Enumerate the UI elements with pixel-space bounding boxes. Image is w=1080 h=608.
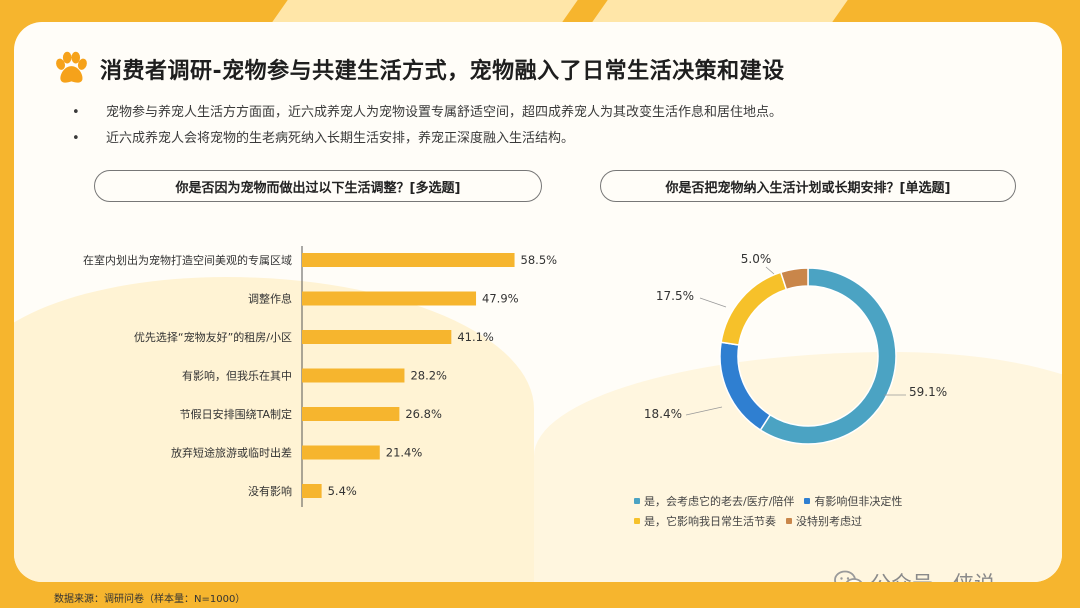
content-card: 消费者调研-宠物参与共建生活方式，宠物融入了日常生活决策和建设 • 宠物参与养宠人… [14,22,1062,582]
donut-value-label: 17.5% [656,289,694,303]
legend-label: 是，会考虑它的老去/医疗/陪伴 [644,495,795,508]
data-source: 数据来源：调研问卷（样本量：N=1000） [54,594,246,605]
bar-value-label: 47.9% [482,292,519,306]
donut-slice [759,267,897,445]
donut-leader-line [685,406,723,416]
header-decoration [272,0,578,22]
bar-category-label: 放弃短途旅游或临时出差 [171,446,292,460]
bar [302,484,322,498]
legend-label: 是，它影响我日常生活节奏 [644,515,776,528]
legend-swatch [804,498,811,504]
bullet-marker: • [72,131,80,146]
legend-swatch [786,518,792,524]
bar-category-label: 在室内划出为宠物打造空间美观的专属区域 [83,253,292,267]
bar [302,291,477,306]
bar [302,445,380,460]
bar-value-label: 26.8% [405,407,442,421]
bar-chart: 在室内划出为宠物打造空间美观的专属区域 58.5% 调整作息 47.9% 优先选择“宠物… [83,246,558,507]
bar-category-label: 节假日安排围绕TA制定 [180,407,292,421]
summary-bullets: • 宠物参与养宠人生活方方面面，近六成养宠人为宠物设置专属舒适空间，超四成养宠人为… [72,100,782,152]
bar-chart-question: 你是否因为宠物而做出过以下生活调整？[多选题] [94,170,542,202]
donut-chart-question: 你是否把宠物纳入生活计划或长期安排？[单选题] [600,170,1016,202]
bar [302,330,452,344]
bar-category-label: 优先选择“宠物友好”的租房/小区 [134,330,292,344]
donut-value-label: 18.4% [644,407,682,421]
bullet-marker: • [72,105,80,120]
bar-category-label: 没有影响 [248,484,292,498]
watermark-text: 公众号 · 侠说 [870,568,995,582]
legend-item: 没特别考虑过 [786,513,862,529]
bar-value-label: 58.5% [521,253,558,267]
legend-item: 有影响但非决定性 [804,493,902,509]
donut-value-label: 59.1% [909,385,947,399]
bullet-text: 宠物参与养宠人生活方方面面，近六成养宠人为宠物设置专属舒适空间，超四成养宠人为其… [106,105,783,120]
paw-icon [56,51,87,83]
legend-item: 是，它影响我日常生活节奏 [634,513,776,529]
bullet-text: 近六成养宠人会将宠物的生老病死纳入长期生活安排，养宠正深度融入生活结构。 [106,131,575,146]
wechat-icon [834,570,863,582]
page-title: 消费者调研-宠物参与共建生活方式，宠物融入了日常生活决策和建设 [100,59,785,84]
donut-slice [779,267,809,291]
legend-swatch [634,518,640,524]
watermark: 公众号 · 侠说 [834,568,995,582]
bar-value-label: 21.4% [386,446,423,460]
legend-label: 有影响但非决定性 [814,495,903,508]
bar [302,407,400,421]
bar-value-label: 41.1% [457,330,494,344]
title-row: 消费者调研-宠物参与共建生活方式，宠物融入了日常生活决策和建设 [52,50,785,88]
donut-slice [720,271,788,346]
bar-value-label: 5.4% [328,484,357,498]
donut-chart: 59.1% 18.4% 17.5% 5.0% [644,252,947,445]
background-wave [14,277,534,582]
donut-legend: 是，会考虑它的老去/医疗/陪伴 有影响但非决定性 是，它影响我日常生活节奏 没特… [634,491,934,531]
donut-value-label: 5.0% [741,252,772,266]
bullet-item: • 近六成养宠人会将宠物的生老病死纳入长期生活安排，养宠正深度融入生活结构。 [72,126,782,152]
legend-label: 没特别考虑过 [796,515,862,528]
background-wave [534,352,1062,582]
bar-value-label: 28.2% [410,369,447,383]
bar [302,368,405,383]
bullet-item: • 宠物参与养宠人生活方方面面，近六成养宠人为宠物设置专属舒适空间，超四成养宠人为… [72,100,782,126]
donut-slice [719,341,772,432]
bar [302,253,515,267]
header-decoration [592,0,848,22]
donut-leader-line [699,297,727,308]
bar-category-label: 有影响，但我乐在其中 [182,369,292,383]
legend-swatch [634,498,640,504]
donut-leader-line [765,266,775,275]
legend-item: 是，会考虑它的老去/医疗/陪伴 [634,493,794,509]
bar-category-label: 调整作息 [248,292,292,306]
